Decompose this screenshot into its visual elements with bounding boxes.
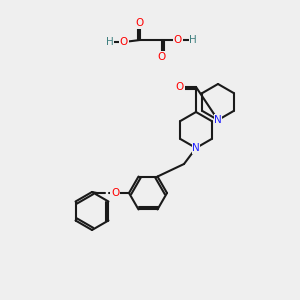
Text: O: O bbox=[174, 35, 182, 45]
Text: N: N bbox=[214, 115, 222, 125]
Text: H: H bbox=[106, 37, 114, 47]
Text: O: O bbox=[111, 188, 119, 198]
Text: O: O bbox=[120, 37, 128, 47]
Text: H: H bbox=[189, 35, 197, 45]
Text: O: O bbox=[158, 52, 166, 62]
Text: O: O bbox=[176, 82, 184, 92]
Text: O: O bbox=[136, 18, 144, 28]
Text: N: N bbox=[192, 143, 200, 153]
